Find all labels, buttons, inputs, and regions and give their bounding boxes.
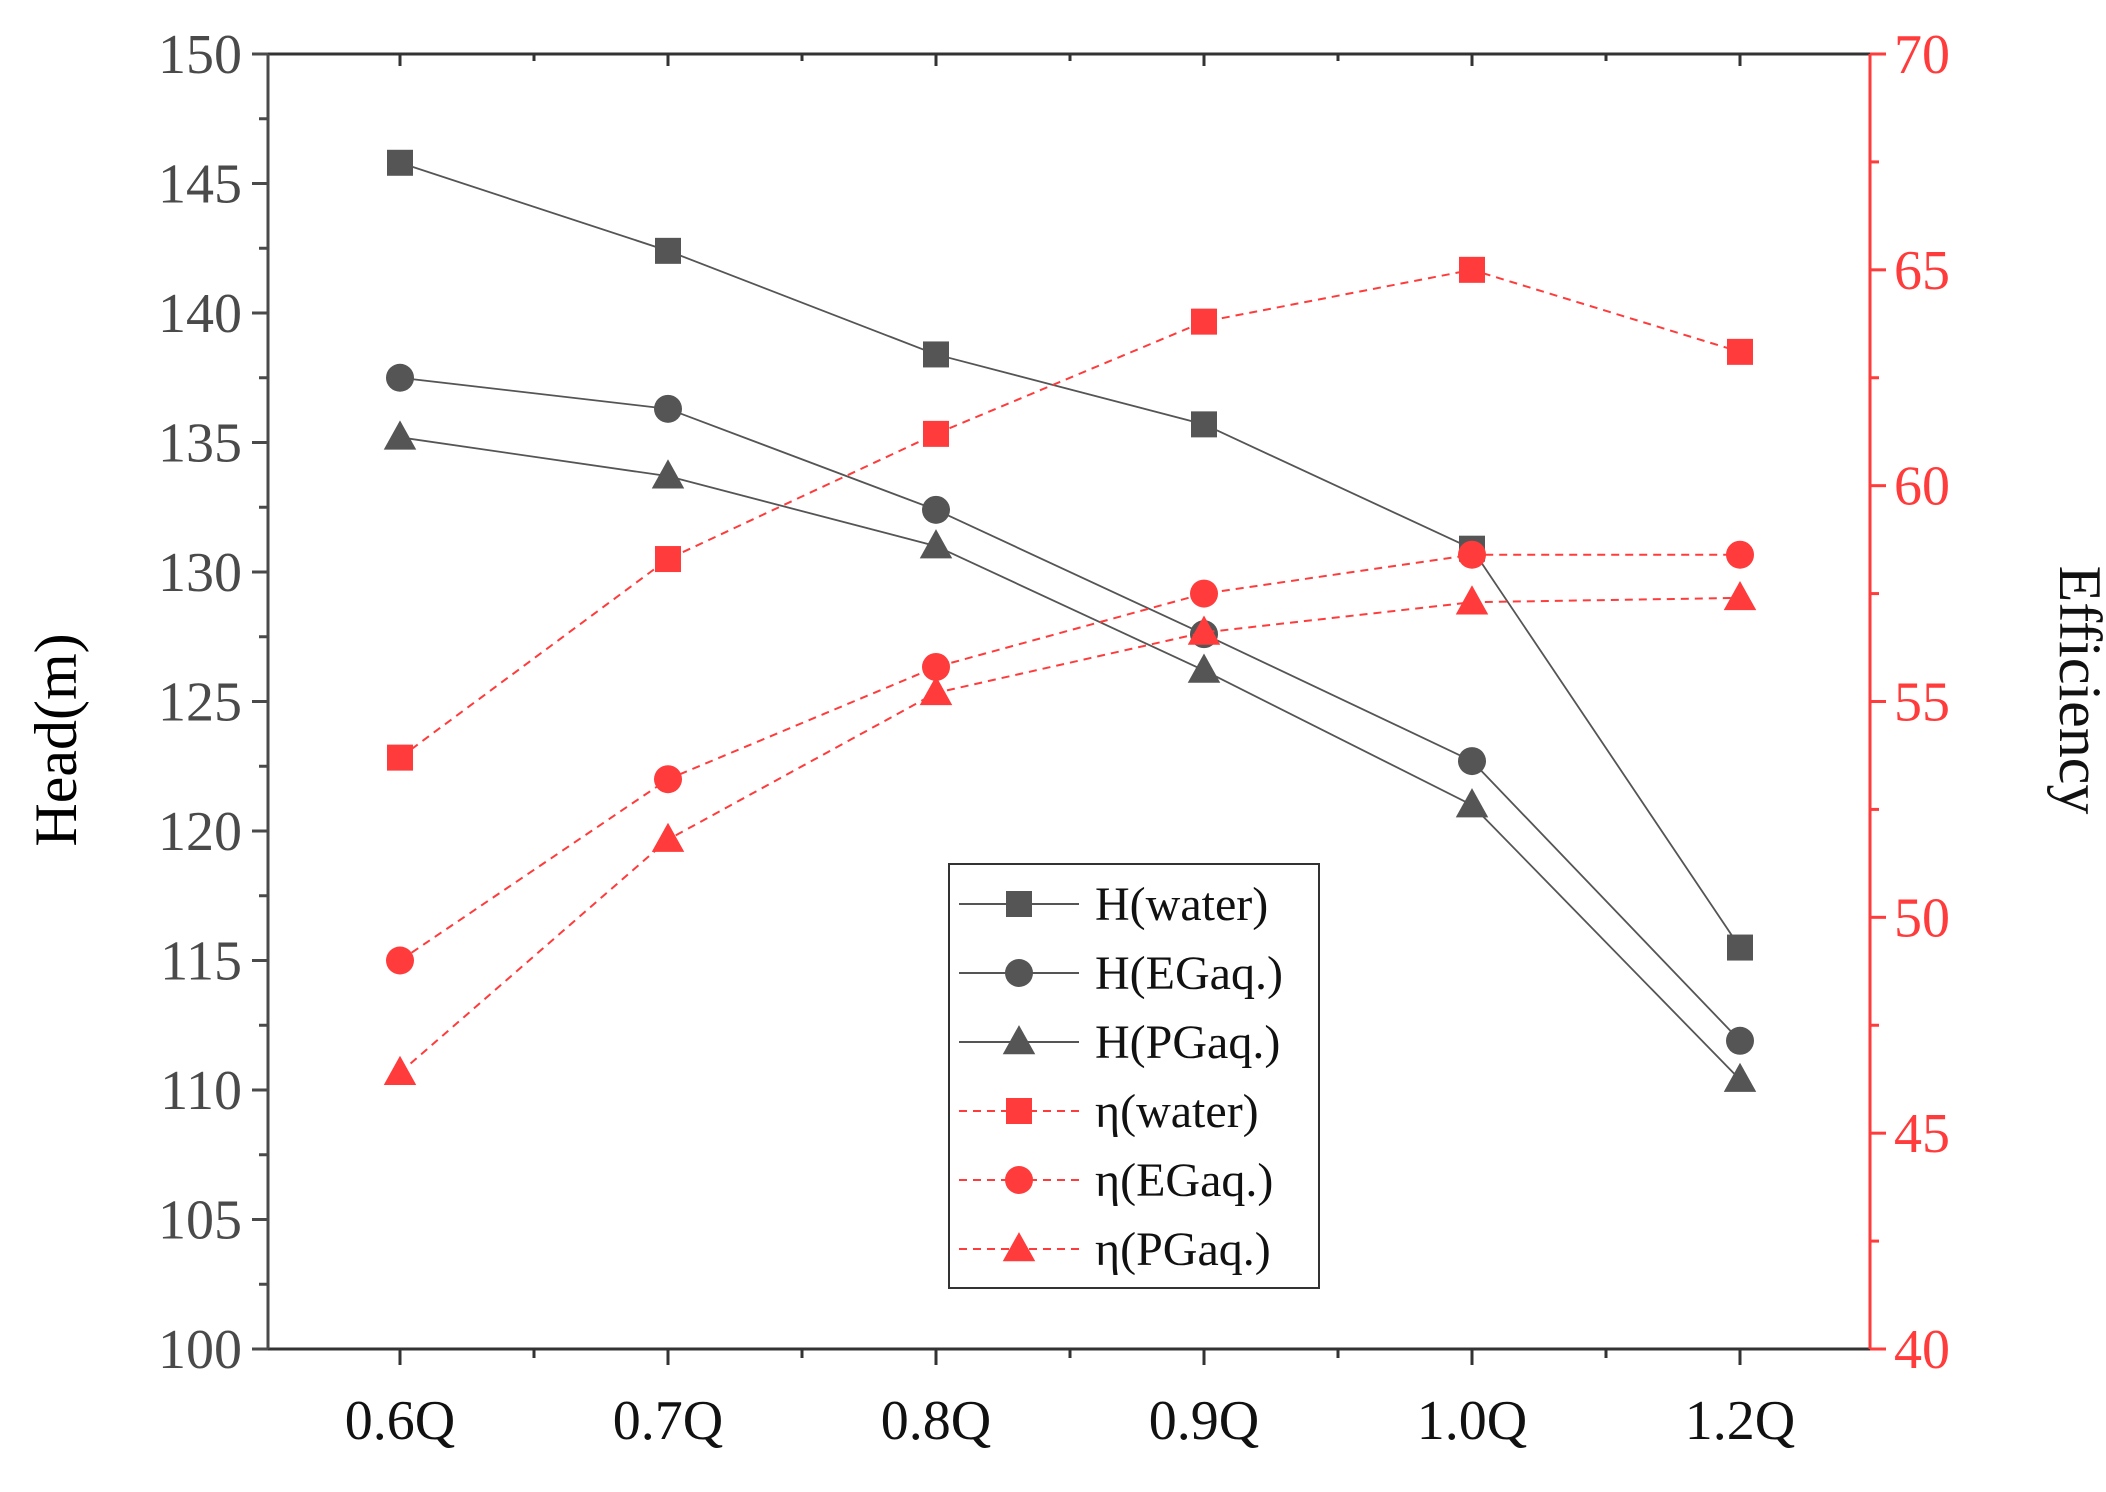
right-tick-label: 65: [1894, 240, 1950, 302]
legend-label-eta-pgaq: η(PGaq.): [1095, 1223, 1271, 1276]
data-point-eta-pgaq: [1455, 585, 1489, 615]
data-point-h-water: [1191, 411, 1217, 438]
left-tick-label: 125: [158, 672, 242, 734]
data-point-h-egaq: [922, 495, 950, 524]
right-axis-title: Efficiency: [2047, 566, 2106, 815]
data-point-eta-pgaq: [919, 675, 953, 706]
series-eta-pgaq: [383, 580, 1757, 1086]
series-line-h-pgaq: [399, 436, 1741, 1081]
legend-marker-h-water: [1006, 891, 1032, 917]
series-eta-water: [387, 256, 1753, 771]
x-tick-label: 1.2Q: [1685, 1390, 1795, 1452]
data-point-h-pgaq: [919, 529, 953, 559]
legend-label-h-pgaq: H(PGaq.): [1095, 1016, 1280, 1069]
x-tick-label: 1.0Q: [1417, 1390, 1527, 1452]
legend-marker-h-egaq: [1005, 959, 1033, 987]
right-tick-label: 70: [1894, 24, 1950, 86]
left-axis: 100 105 110 115 120 125 130 135 140 145 150: [158, 24, 270, 1381]
data-point-h-pgaq: [383, 420, 417, 450]
data-point-eta-egaq: [654, 765, 682, 794]
series-layer: [383, 149, 1757, 1092]
data-point-h-egaq: [386, 363, 414, 392]
data-point-eta-egaq: [1190, 579, 1218, 608]
series-line-eta-pgaq: [399, 596, 1741, 1074]
legend-label-eta-egaq: η(EGaq.): [1095, 1154, 1273, 1207]
left-tick-label: 150: [158, 24, 242, 86]
legend-marker-eta-pgaq: [1002, 1232, 1036, 1262]
legend-marker-eta-water: [1006, 1098, 1032, 1124]
data-point-eta-pgaq: [1187, 615, 1221, 645]
left-tick-label: 110: [160, 1060, 242, 1122]
legend-marker-h-pgaq: [1002, 1025, 1036, 1055]
data-point-eta-water: [655, 546, 681, 573]
series-line-eta-water: [399, 268, 1741, 759]
data-point-h-egaq: [654, 394, 682, 423]
left-tick-label: 145: [158, 154, 242, 216]
data-point-h-pgaq: [1187, 653, 1221, 683]
series-line-h-water: [399, 161, 1741, 949]
left-tick-label: 140: [158, 283, 242, 345]
data-point-h-pgaq: [651, 459, 685, 489]
x-tick-label: 0.9Q: [1149, 1390, 1259, 1452]
left-tick-label: 135: [158, 413, 242, 475]
left-axis-title: Head(m): [23, 633, 89, 846]
right-tick-label: 50: [1894, 887, 1950, 949]
series-line-eta-egaq: [399, 553, 1740, 962]
data-point-eta-egaq: [1726, 540, 1754, 569]
x-axis: 0.6Q 0.7Q 0.8Q 0.9Q 1.0Q 1.2Q: [345, 54, 1795, 1452]
left-tick-label: 115: [160, 931, 242, 993]
legend-label-h-water: H(water): [1095, 878, 1268, 931]
data-point-eta-water: [387, 744, 413, 771]
right-axis: 40 45 50 55 60 65 70: [1868, 24, 1950, 1381]
left-tick-label: 120: [158, 801, 242, 863]
data-point-eta-egaq: [922, 652, 950, 681]
x-tick-label: 0.6Q: [345, 1390, 455, 1452]
data-point-eta-egaq: [386, 946, 414, 975]
right-tick-label: 55: [1894, 672, 1950, 734]
right-tick-label: 40: [1894, 1319, 1950, 1381]
data-point-eta-water: [1727, 338, 1753, 365]
x-tick-label: 0.8Q: [881, 1390, 991, 1452]
data-point-h-water: [1727, 934, 1753, 961]
legend-label-eta-water: η(water): [1095, 1085, 1259, 1138]
data-point-h-water: [655, 237, 681, 264]
data-point-h-egaq: [1458, 747, 1486, 776]
series-eta-egaq: [386, 540, 1754, 975]
left-tick-label: 100: [158, 1319, 242, 1381]
left-tick-label: 105: [158, 1190, 242, 1252]
data-point-h-water: [387, 149, 413, 176]
series-line-h-egaq: [399, 376, 1741, 1042]
data-point-eta-water: [923, 420, 949, 447]
data-point-eta-egaq: [1458, 540, 1486, 569]
data-point-eta-pgaq: [383, 1055, 417, 1086]
legend-box: [948, 863, 1320, 1289]
data-point-h-water: [923, 341, 949, 368]
data-point-h-pgaq: [1723, 1062, 1757, 1092]
series-h-pgaq: [383, 420, 1757, 1092]
left-tick-label: 130: [158, 542, 242, 604]
x-tick-label: 0.7Q: [613, 1390, 723, 1452]
legend-marker-eta-egaq: [1005, 1166, 1033, 1194]
legend: H(water) H(EGaq.) H(PGaq.) η(water) η(EGaq.)…: [948, 863, 1320, 1289]
legend-label-h-egaq: H(EGaq.): [1095, 947, 1283, 1000]
right-tick-label: 45: [1894, 1103, 1950, 1165]
data-point-eta-water: [1459, 256, 1485, 283]
data-point-h-egaq: [1726, 1026, 1754, 1055]
data-point-eta-pgaq: [1723, 580, 1757, 611]
data-point-eta-water: [1191, 308, 1217, 335]
right-tick-label: 60: [1894, 456, 1950, 518]
data-point-eta-pgaq: [651, 822, 685, 852]
data-point-h-pgaq: [1455, 788, 1489, 818]
